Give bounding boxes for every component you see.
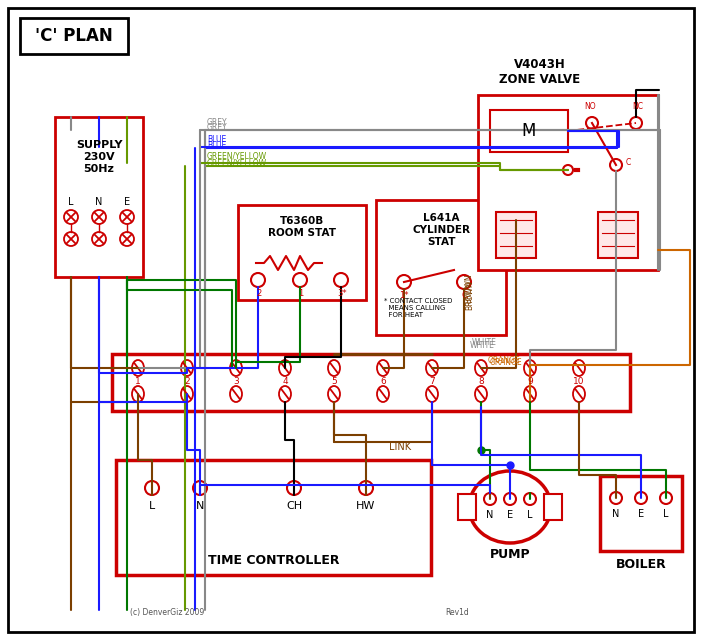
FancyBboxPatch shape	[8, 8, 694, 632]
Text: C: C	[461, 290, 467, 299]
Text: TIME CONTROLLER: TIME CONTROLLER	[208, 553, 339, 567]
Text: 1: 1	[298, 288, 304, 297]
FancyBboxPatch shape	[238, 205, 366, 300]
Text: SUPPLY
230V
50Hz: SUPPLY 230V 50Hz	[76, 140, 122, 174]
Text: 1: 1	[135, 376, 141, 385]
Text: E: E	[124, 197, 130, 207]
Text: 3*: 3*	[337, 288, 347, 297]
FancyBboxPatch shape	[458, 494, 476, 520]
FancyBboxPatch shape	[544, 494, 562, 520]
Text: LINK: LINK	[389, 442, 411, 452]
Text: L641A
CYLINDER
STAT: L641A CYLINDER STAT	[412, 213, 470, 247]
FancyBboxPatch shape	[478, 95, 658, 270]
Text: CH: CH	[286, 501, 302, 511]
Text: L: L	[663, 509, 669, 519]
Text: BLUE: BLUE	[207, 135, 226, 144]
FancyBboxPatch shape	[116, 460, 431, 575]
FancyBboxPatch shape	[496, 212, 536, 258]
Text: PUMP: PUMP	[490, 549, 530, 562]
FancyBboxPatch shape	[20, 18, 128, 54]
Text: 4: 4	[282, 376, 288, 385]
Text: WHITE: WHITE	[472, 338, 497, 347]
Text: GREEN/YELLOW: GREEN/YELLOW	[207, 151, 267, 160]
Text: HW: HW	[357, 501, 376, 511]
Text: T6360B
ROOM STAT: T6360B ROOM STAT	[268, 216, 336, 238]
Text: 3: 3	[233, 376, 239, 385]
Text: BROWN: BROWN	[465, 280, 474, 310]
Text: L: L	[149, 501, 155, 511]
FancyBboxPatch shape	[490, 110, 568, 152]
Text: GREEN/YELLOW: GREEN/YELLOW	[207, 158, 267, 167]
Text: 'C' PLAN: 'C' PLAN	[35, 27, 113, 45]
FancyBboxPatch shape	[600, 476, 682, 551]
Text: C: C	[625, 158, 630, 167]
FancyBboxPatch shape	[376, 200, 506, 335]
Text: 2: 2	[184, 376, 190, 385]
Text: 8: 8	[478, 376, 484, 385]
Text: 2: 2	[256, 288, 262, 297]
Text: M: M	[522, 122, 536, 140]
Text: 6: 6	[380, 376, 386, 385]
Text: E: E	[507, 510, 513, 520]
Text: 9: 9	[527, 376, 533, 385]
Text: E: E	[638, 509, 644, 519]
Text: GREY: GREY	[207, 118, 227, 127]
Text: WHITE: WHITE	[470, 340, 495, 349]
Text: NC: NC	[633, 102, 644, 111]
Text: BOILER: BOILER	[616, 558, 666, 572]
FancyBboxPatch shape	[112, 354, 630, 411]
Text: 7: 7	[429, 376, 435, 385]
Text: ORANGE: ORANGE	[490, 358, 522, 367]
Text: L: L	[68, 197, 74, 207]
Text: N: N	[196, 501, 204, 511]
Text: N: N	[486, 510, 494, 520]
Text: ORANGE: ORANGE	[488, 356, 521, 365]
Text: (c) DenverGiz 2009: (c) DenverGiz 2009	[130, 608, 204, 617]
Text: L: L	[527, 510, 533, 520]
Text: GREY: GREY	[207, 122, 227, 131]
Text: V4043H
ZONE VALVE: V4043H ZONE VALVE	[499, 58, 581, 86]
Text: NO: NO	[584, 102, 596, 111]
Text: 1*: 1*	[399, 290, 409, 299]
FancyBboxPatch shape	[55, 117, 143, 277]
Text: BROWN: BROWN	[464, 273, 473, 303]
Text: N: N	[95, 197, 102, 207]
Text: 10: 10	[574, 376, 585, 385]
Text: N: N	[612, 509, 620, 519]
Text: BLUE: BLUE	[207, 140, 226, 149]
Text: * CONTACT CLOSED
  MEANS CALLING
  FOR HEAT: * CONTACT CLOSED MEANS CALLING FOR HEAT	[384, 298, 452, 318]
FancyBboxPatch shape	[598, 212, 638, 258]
Text: 5: 5	[331, 376, 337, 385]
Text: Rev1d: Rev1d	[445, 608, 469, 617]
